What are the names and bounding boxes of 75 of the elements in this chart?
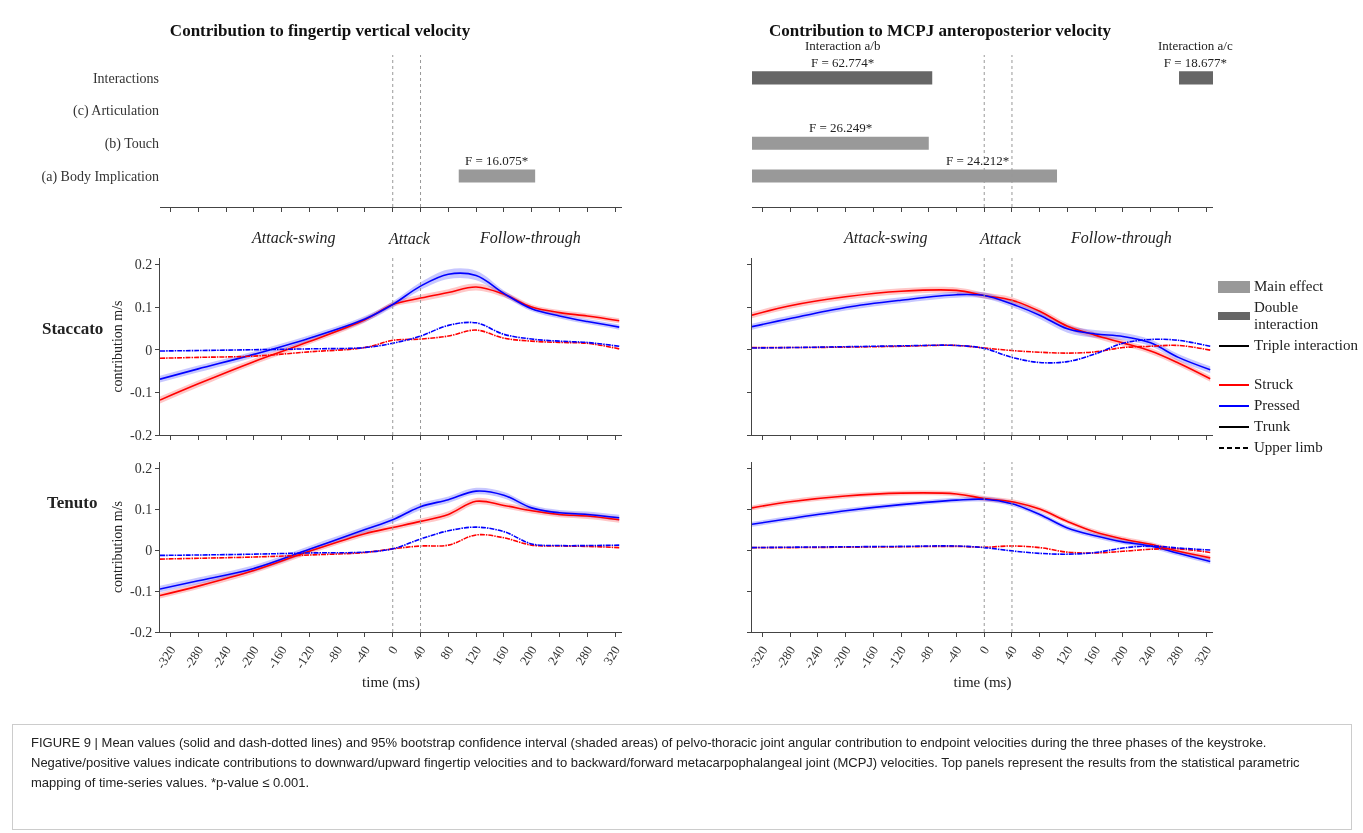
y-axis-title: contribution m/s: [109, 300, 125, 393]
x-tick-label: 0: [976, 643, 993, 657]
x-tick-label: 160: [1080, 643, 1104, 668]
text: Staccato: [42, 319, 104, 338]
x-tick-label: -120: [292, 643, 318, 672]
x-tick-label: 240: [544, 643, 568, 668]
legend-label: Pressed: [1254, 397, 1300, 414]
x-tick-label: 120: [1052, 643, 1076, 668]
y-axis-title: contribution m/s: [109, 500, 125, 594]
x-tick-label: 320: [1191, 643, 1215, 668]
caption: FIGURE 9 | Mean values (solid and dash-dotted lines) and 95% bootstrap confidence interval (shaded areas) of pelvo-thoracic joint angular contribution to endpoint velocities during the three phases of the keystroke. Negative/positive values indicate contributions to downward/upward fingertip velocities and to backward/forward metacarpophalangeal joint (MCPJ) velocities. Top panels represent the results from the statistical parametric mapping of time-series values. *p-value ≤ 0.001.: [31, 734, 1301, 792]
x-tick-label: -200: [236, 643, 262, 672]
y-tick-label: -0.2: [130, 624, 153, 640]
text: Follow-through: [1070, 229, 1172, 247]
x-tick-label: -80: [914, 643, 937, 666]
y-tick-label: (c) Articulation: [73, 103, 159, 120]
x-tick-label: -280: [772, 643, 799, 672]
y-tick-label: (a) Body Implication: [41, 168, 159, 185]
legend-label: Trunk: [1254, 418, 1291, 435]
x-tick-label: -240: [800, 643, 826, 672]
x-axis-title: time (ms): [362, 674, 420, 692]
y-tick-label: 0.1: [134, 299, 153, 315]
text: Follow-through: [479, 229, 581, 247]
y-tick-label: Interactions: [92, 70, 159, 86]
text: Tenuto: [47, 493, 98, 512]
legend-label: Struck: [1254, 376, 1294, 393]
x-tick-label: 160: [488, 643, 512, 668]
x-tick-label: 240: [1135, 643, 1159, 668]
y-tick-label: 0.2: [134, 257, 153, 273]
x-tick-label: -80: [323, 643, 346, 666]
x-tick-label: 0: [384, 643, 401, 657]
x-tick-label: 40: [408, 643, 429, 663]
x-tick-label: 120: [461, 643, 485, 668]
x-tick-label: 280: [572, 643, 596, 668]
y-tick-label: 0.1: [134, 502, 153, 518]
x-tick-label: -320: [153, 643, 179, 672]
x-tick-label: 280: [1163, 643, 1187, 668]
x-tick-label: 320: [600, 643, 624, 668]
y-tick-label: -0.2: [130, 427, 153, 443]
annotation: F = 26.249*: [809, 120, 873, 135]
x-tick-label: -280: [180, 643, 207, 672]
x-axis-title: time (ms): [953, 674, 1012, 692]
text: Attack: [979, 230, 1022, 247]
y-tick-label: 0: [145, 342, 153, 358]
x-tick-label: -40: [942, 643, 965, 666]
chart-title: Contribution to fingertip vertical velocity: [169, 20, 471, 40]
y-tick-label: 0.2: [134, 461, 153, 477]
y-tick-label: 0: [145, 542, 153, 558]
y-tick-label: (b) Touch: [104, 136, 159, 153]
x-tick-label: -240: [208, 643, 235, 672]
text: Attack-swing: [251, 229, 336, 247]
x-tick-label: -120: [883, 643, 910, 672]
y-tick-label: -0.1: [130, 385, 153, 401]
x-tick-label: -40: [351, 643, 374, 666]
text: Attack: [388, 230, 431, 247]
x-tick-label: -160: [264, 643, 290, 672]
x-tick-label: 80: [436, 643, 457, 663]
annotation: Interaction a/c F = 18.677*: [1158, 38, 1233, 70]
legend-label: Main effect: [1254, 278, 1324, 295]
y-tick-label: -0.1: [130, 583, 153, 599]
legend-label: Triple interaction: [1254, 337, 1359, 354]
x-tick-label: 200: [516, 643, 540, 668]
x-tick-label: 200: [1107, 643, 1131, 668]
annotation: F = 24.212*: [946, 153, 1010, 168]
x-tick-label: -320: [745, 643, 771, 672]
chart-title: Contribution to MCPJ anteroposterior velocity: [768, 20, 1112, 40]
text: Attack-swing: [843, 229, 928, 247]
x-tick-label: 80: [1028, 643, 1048, 663]
annotation: Interaction a/b F = 62.774*: [805, 38, 881, 70]
x-tick-label: -160: [856, 643, 882, 672]
x-tick-label: -200: [828, 643, 854, 672]
legend-label: Double interaction: [1254, 299, 1320, 333]
x-tick-label: 40: [1000, 643, 1021, 663]
annotation: F = 16.075*: [465, 153, 529, 168]
legend-label: Upper limb: [1254, 439, 1323, 456]
